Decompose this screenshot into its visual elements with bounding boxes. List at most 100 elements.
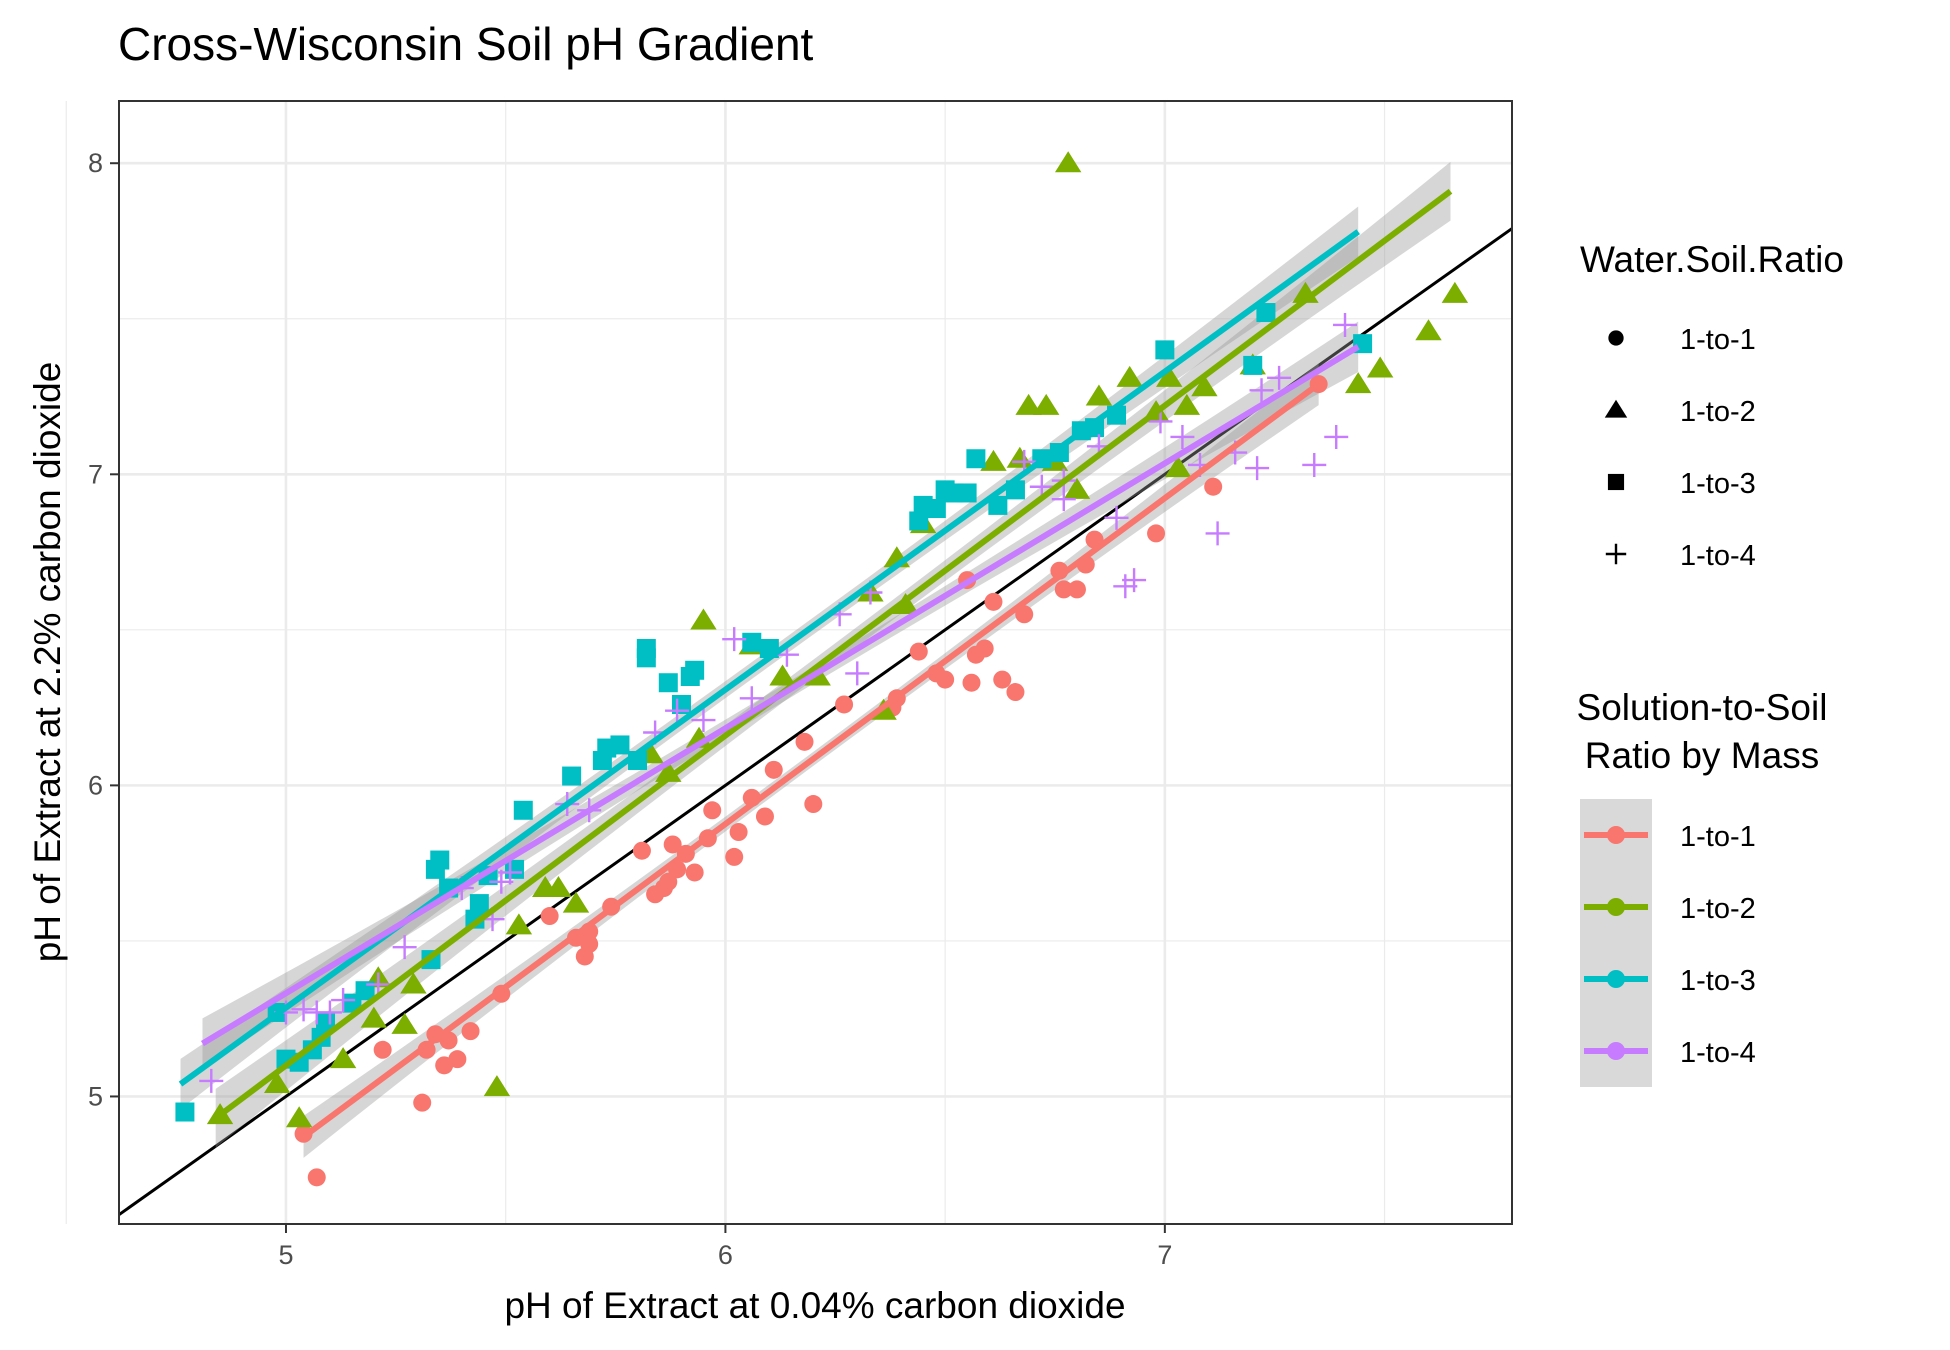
data-point-1-to-3 xyxy=(966,449,986,469)
data-point-1-to-1 xyxy=(448,1050,467,1069)
data-point-1-to-1 xyxy=(909,642,928,661)
color-legend-dot-1-to-1 xyxy=(1607,826,1625,844)
data-point-1-to-1 xyxy=(413,1093,432,1112)
data-point-1-to-4 xyxy=(317,1000,342,1025)
fit-line-1-to-4 xyxy=(200,344,1360,1047)
data-point-1-to-2 xyxy=(1015,393,1042,415)
data-point-1-to-1 xyxy=(1067,580,1086,599)
data-point-1-to-1 xyxy=(1054,580,1073,599)
color-legend-key-background xyxy=(1580,799,1652,1087)
x-tick-label: 6 xyxy=(718,1240,733,1270)
shape-legend-title: Water.Soil.Ratio xyxy=(1580,239,1844,280)
data-point-1-to-1 xyxy=(962,673,981,692)
data-point-1-to-2 xyxy=(1156,365,1183,387)
data-point-1-to-1 xyxy=(461,1022,480,1041)
data-point-1-to-3 xyxy=(957,483,977,503)
color-legend: Solution-to-Soil Ratio by Mass 1-to-1 1-t… xyxy=(1577,687,1828,1087)
fit-line-1-to-1 xyxy=(301,381,1321,1140)
data-point-1-to-3 xyxy=(658,673,678,693)
chart-title: Cross-Wisconsin Soil pH Gradient xyxy=(118,18,814,70)
data-point-1-to-3 xyxy=(562,766,582,786)
data-point-1-to-1 xyxy=(764,760,783,779)
data-point-1-to-1 xyxy=(373,1040,392,1059)
data-point-1-to-4 xyxy=(691,708,716,733)
data-point-1-to-2 xyxy=(769,664,796,686)
data-point-1-to-4 xyxy=(1267,365,1292,390)
data-point-1-to-4 xyxy=(665,698,690,723)
y-tick-label: 6 xyxy=(88,770,103,800)
data-point-1-to-3 xyxy=(355,981,375,1001)
data-point-1-to-3 xyxy=(926,499,946,519)
data-point-1-to-4 xyxy=(1104,505,1129,530)
color-legend-label: 1-to-1 xyxy=(1680,821,1756,853)
x-axis-title: pH of Extract at 0.04% carbon dioxide xyxy=(504,1285,1125,1326)
data-point-1-to-1 xyxy=(1006,683,1025,702)
plot-panel xyxy=(65,100,1513,1225)
fit-line-1-to-2 xyxy=(213,188,1453,1121)
data-point-1-to-2 xyxy=(1085,384,1113,406)
data-point-1-to-2 xyxy=(1173,393,1201,415)
data-point-1-to-2 xyxy=(545,876,572,898)
x-axis: 5 6 7 xyxy=(278,1224,1172,1270)
color-legend-label: 1-to-4 xyxy=(1680,1037,1756,1069)
color-legend-label: 1-to-3 xyxy=(1680,965,1756,997)
data-point-1-to-4 xyxy=(392,935,417,960)
data-point-1-to-1 xyxy=(685,863,704,882)
x-tick-label: 5 xyxy=(278,1240,293,1270)
shape-legend-keys: 1-to-1 1-to-2 1-to-3 1-to-4 xyxy=(1604,324,1756,572)
shape-legend-key-1-to-2 xyxy=(1604,399,1628,418)
data-point-1-to-4 xyxy=(1333,312,1358,337)
data-point-1-to-2 xyxy=(505,913,533,935)
data-point-1-to-2 xyxy=(1366,356,1394,378)
data-point-1-to-2 xyxy=(1164,456,1192,478)
data-point-1-to-4 xyxy=(498,860,523,885)
data-point-1-to-2 xyxy=(980,449,1007,471)
data-point-1-to-2 xyxy=(1441,281,1469,303)
data-point-1-to-2 xyxy=(562,891,590,913)
shape-legend-label: 1-to-1 xyxy=(1680,324,1756,356)
data-point-1-to-3 xyxy=(636,648,656,668)
data-point-1-to-2 xyxy=(690,608,717,630)
data-point-1-to-1 xyxy=(1015,605,1034,624)
data-point-1-to-1 xyxy=(307,1168,326,1187)
data-point-1-to-1 xyxy=(1204,477,1223,496)
data-point-1-to-2 xyxy=(1415,319,1442,341)
data-point-1-to-4 xyxy=(1122,568,1147,593)
data-point-1-to-1 xyxy=(936,670,955,689)
shape-legend-key-1-to-1 xyxy=(1608,330,1624,346)
data-point-1-to-2 xyxy=(1191,375,1218,397)
data-point-1-to-1 xyxy=(663,835,682,854)
data-point-1-to-1 xyxy=(1147,524,1166,543)
data-point-1-to-3 xyxy=(742,632,762,652)
data-point-1-to-2 xyxy=(1116,365,1143,387)
color-legend-dot-1-to-4 xyxy=(1607,1042,1625,1060)
data-point-1-to-3 xyxy=(1256,303,1276,323)
color-legend-title-line-1: Solution-to-Soil xyxy=(1577,687,1828,728)
y-tick-label: 8 xyxy=(88,148,103,178)
color-legend-dot-1-to-3 xyxy=(1607,970,1625,988)
shape-legend-key-1-to-4 xyxy=(1605,543,1627,565)
grid-major xyxy=(119,101,1512,1224)
data-point-1-to-1 xyxy=(984,592,1003,611)
shape-legend: Water.Soil.Ratio 1-to-11-to-21-to-31-to-… xyxy=(1580,239,1844,572)
color-legend-dot-1-to-2 xyxy=(1607,898,1625,916)
data-point-1-to-3 xyxy=(430,850,450,870)
data-point-1-to-1 xyxy=(729,823,748,842)
data-point-1-to-4 xyxy=(1324,424,1349,449)
data-point-1-to-2 xyxy=(285,1106,313,1128)
y-axis: 5 6 7 8 xyxy=(88,148,119,1111)
data-point-1-to-1 xyxy=(725,847,744,866)
data-point-1-to-3 xyxy=(685,660,705,680)
data-point-1-to-1 xyxy=(975,639,994,658)
color-legend-title-line-2: Ratio by Mass xyxy=(1585,735,1819,776)
data-point-1-to-1 xyxy=(703,801,722,820)
data-point-1-to-4 xyxy=(1205,521,1230,546)
data-point-1-to-4 xyxy=(1245,456,1270,481)
data-point-1-to-4 xyxy=(1170,424,1195,449)
data-point-1-to-3 xyxy=(988,495,1008,515)
data-point-1-to-1 xyxy=(835,695,854,714)
data-point-1-to-1 xyxy=(755,807,774,826)
data-point-1-to-3 xyxy=(909,511,929,531)
data-point-1-to-2 xyxy=(483,1075,511,1097)
data-point-1-to-1 xyxy=(993,670,1012,689)
